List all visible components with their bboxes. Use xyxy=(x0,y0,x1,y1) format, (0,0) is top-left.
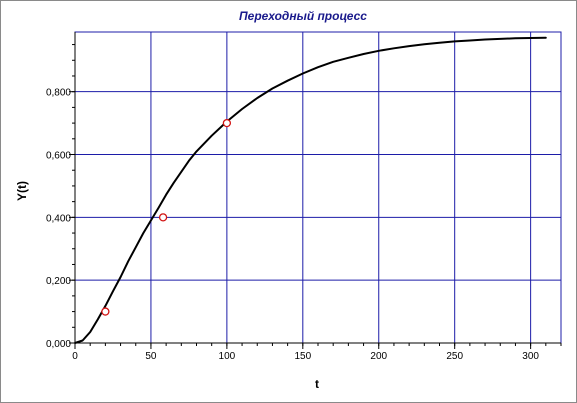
y-tick-label: 0,600 xyxy=(46,151,71,162)
chart-title: Переходный процесс xyxy=(239,9,367,23)
x-tick-label: 150 xyxy=(294,351,311,362)
x-tick-label: 250 xyxy=(446,351,463,362)
plot-frame xyxy=(74,31,562,344)
grid-lines xyxy=(75,32,561,343)
y-axis-label: Y(t) xyxy=(15,181,29,201)
x-axis-label: t xyxy=(315,377,319,391)
axes xyxy=(69,32,562,349)
y-tick-label: 0,400 xyxy=(46,213,71,224)
series-line xyxy=(74,36,547,344)
x-tick-label: 100 xyxy=(219,351,236,362)
x-tick-label: 300 xyxy=(522,351,539,362)
markers-layer xyxy=(101,118,232,316)
series-layer xyxy=(74,36,547,344)
data-point-marker xyxy=(101,307,110,316)
y-tick-label: 0,000 xyxy=(46,339,71,350)
x-tick-label: 50 xyxy=(145,351,157,362)
y-tick-label: 0,200 xyxy=(46,276,71,287)
y-tick-label: 0,800 xyxy=(46,88,71,99)
tick-labels: 0,000 0,200 0,400 0,600 0,800 0 50 100 150 200 250… xyxy=(46,88,539,362)
x-tick-label: 0 xyxy=(72,351,78,362)
data-point-marker xyxy=(158,213,168,222)
x-tick-label: 200 xyxy=(370,351,387,362)
data-point-marker xyxy=(222,118,232,128)
